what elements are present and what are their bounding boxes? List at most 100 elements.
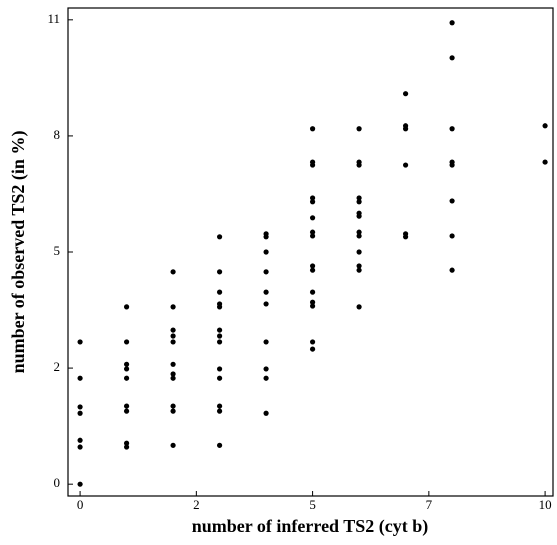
point	[263, 234, 269, 240]
point	[402, 91, 409, 97]
y-tick-label: 8	[54, 127, 61, 142]
y-tick-label: 11	[47, 11, 60, 26]
point	[170, 403, 176, 409]
point	[216, 269, 223, 275]
point	[170, 339, 176, 345]
point	[309, 229, 316, 235]
point	[356, 229, 362, 235]
point	[309, 303, 316, 309]
plot-frame	[67, 7, 554, 497]
point	[309, 195, 316, 201]
point	[449, 233, 455, 239]
point	[449, 20, 455, 26]
x-tick-label: 0	[77, 497, 84, 512]
point	[263, 366, 269, 372]
point	[170, 327, 176, 333]
point	[77, 339, 83, 345]
point	[263, 339, 269, 345]
point	[356, 263, 362, 269]
point	[123, 375, 130, 381]
point	[216, 408, 223, 414]
y-tick-label: 5	[54, 243, 61, 258]
y-tick-label: 2	[54, 359, 61, 374]
point	[309, 267, 316, 273]
point	[449, 162, 455, 168]
point	[449, 198, 455, 204]
point	[542, 123, 548, 129]
point	[123, 444, 130, 450]
point	[356, 213, 362, 219]
point	[263, 269, 269, 275]
point	[77, 375, 83, 381]
point	[309, 162, 316, 168]
point	[170, 304, 176, 310]
point	[170, 408, 176, 414]
point	[77, 410, 83, 416]
point	[356, 233, 362, 239]
point	[309, 339, 316, 345]
point	[263, 375, 269, 381]
point	[356, 267, 362, 273]
x-tick-label: 5	[309, 497, 316, 512]
point	[402, 234, 409, 240]
point	[123, 339, 130, 345]
point	[402, 162, 409, 168]
point	[263, 301, 269, 307]
point	[170, 375, 176, 381]
point	[216, 333, 223, 339]
point	[216, 442, 223, 448]
point	[170, 442, 176, 448]
point	[449, 55, 455, 61]
point	[77, 437, 83, 443]
point	[216, 304, 223, 310]
point	[216, 289, 223, 295]
point	[170, 371, 176, 377]
point	[402, 126, 409, 132]
point	[216, 375, 223, 381]
point	[77, 404, 83, 410]
point	[263, 289, 269, 295]
point	[356, 199, 362, 205]
point	[309, 346, 316, 352]
point	[309, 199, 316, 205]
point	[123, 403, 130, 409]
point	[356, 304, 362, 310]
point	[123, 366, 130, 372]
point	[356, 195, 362, 201]
point	[263, 249, 269, 255]
point	[542, 159, 548, 165]
point	[170, 269, 176, 275]
point	[309, 299, 316, 305]
point	[449, 267, 455, 273]
point	[216, 234, 223, 240]
x-tick-label: 2	[193, 497, 200, 512]
point	[309, 126, 316, 132]
point	[216, 327, 223, 333]
point	[123, 361, 130, 367]
y-axis-title: number of observed TS2 (in %)	[8, 131, 29, 374]
point	[216, 403, 223, 409]
point	[309, 289, 316, 295]
point	[263, 410, 269, 416]
x-tick-label: 7	[426, 497, 433, 512]
point	[170, 333, 176, 339]
point	[356, 162, 362, 168]
point	[123, 440, 130, 446]
point	[216, 366, 223, 372]
point	[356, 126, 362, 132]
point	[309, 263, 316, 269]
point	[449, 126, 455, 132]
x-tick-label: 10	[539, 497, 552, 512]
point	[309, 215, 316, 221]
point	[216, 339, 223, 345]
point	[123, 408, 130, 414]
point	[123, 304, 130, 310]
point	[356, 249, 362, 255]
point	[170, 361, 176, 367]
y-tick-label: 0	[54, 475, 61, 490]
x-axis-title: number of inferred TS2 (cyt b)	[192, 516, 429, 537]
point	[309, 233, 316, 239]
point	[77, 481, 83, 487]
